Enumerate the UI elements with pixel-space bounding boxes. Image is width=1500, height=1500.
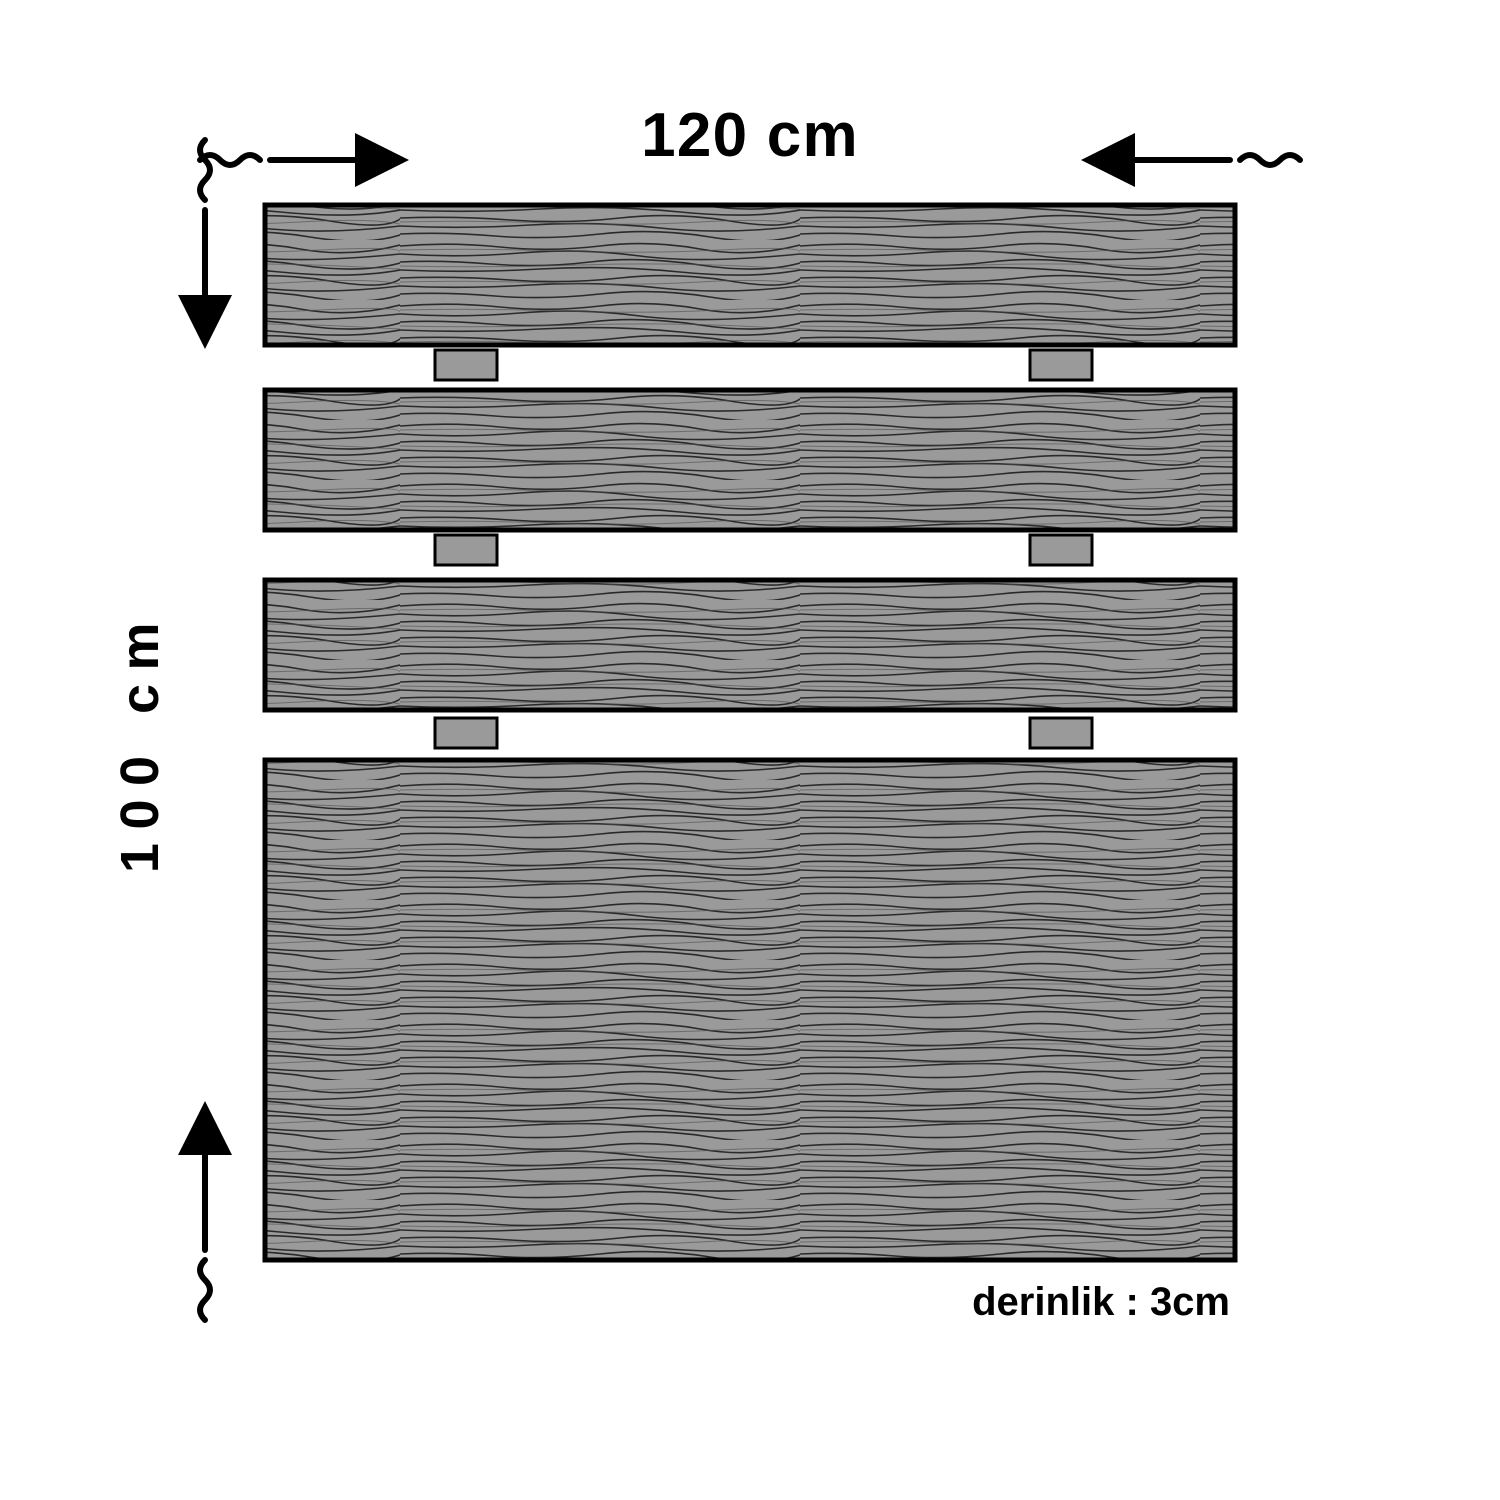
plank-1	[265, 205, 1235, 345]
diagram-stage: 120 cm 100 cm derinlik : 3cm	[0, 0, 1500, 1500]
connector-1-1	[435, 350, 497, 380]
connector-3-2	[1030, 718, 1092, 748]
plank-2	[265, 390, 1235, 530]
arrow-left-bottom-tail	[200, 1260, 210, 1320]
connector-3-1	[435, 718, 497, 748]
connector-2-1	[435, 535, 497, 565]
arrow-top-right-tail	[1240, 155, 1300, 165]
plank-4	[265, 760, 1235, 1260]
connector-2-2	[1030, 535, 1092, 565]
plank-3	[265, 580, 1235, 710]
connector-1-2	[1030, 350, 1092, 380]
arrow-left-top-tail	[200, 140, 210, 200]
dimension-drawing	[0, 0, 1500, 1500]
